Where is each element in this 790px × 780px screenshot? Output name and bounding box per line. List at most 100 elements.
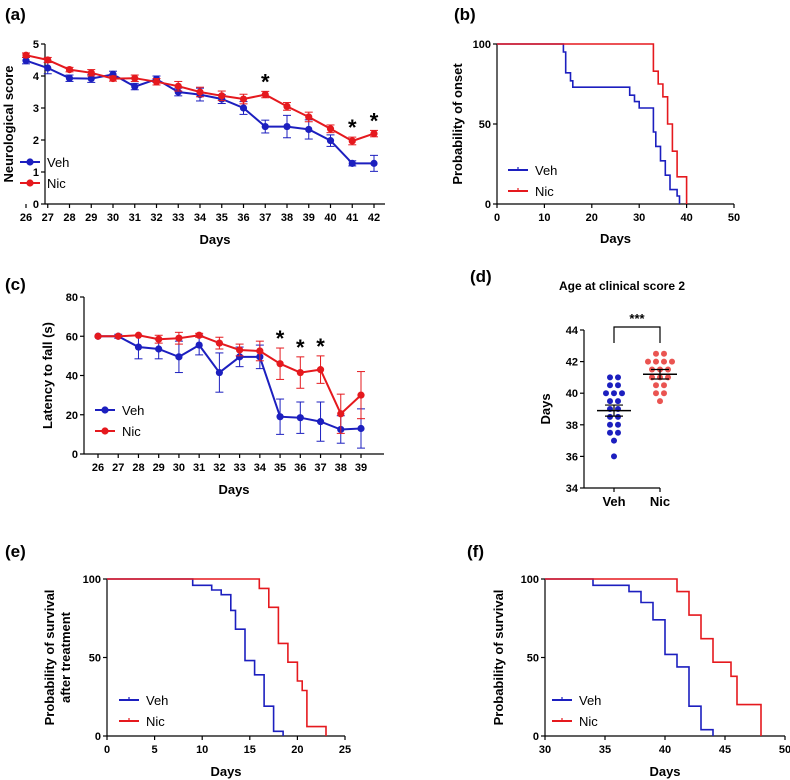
x-tick-label: 28 (63, 212, 75, 224)
data-point (195, 341, 203, 349)
data-point (239, 95, 248, 103)
data-point (653, 382, 659, 389)
panel-label: (f) (467, 542, 484, 561)
x-tick-label: 39 (355, 462, 367, 474)
x-tick-label: 36 (237, 212, 249, 224)
x-tick-label: 20 (291, 744, 303, 756)
y-tick-label: 0 (485, 199, 491, 211)
x-tick-label: 42 (368, 212, 380, 224)
series-veh (545, 578, 714, 736)
x-tick-label: 34 (254, 462, 267, 474)
data-point (615, 374, 621, 381)
series-line (107, 578, 327, 736)
x-tick-label: 30 (173, 462, 185, 474)
data-point (326, 125, 335, 133)
x-tick-label: 0 (104, 744, 110, 756)
data-point (131, 82, 139, 91)
legend-label: Veh (535, 163, 557, 178)
x-axis-title: Days (199, 232, 230, 247)
x-tick-label: 40 (324, 212, 336, 224)
y-tick-label: 50 (479, 119, 491, 131)
data-point (615, 413, 621, 420)
x-tick-label: 20 (586, 212, 598, 224)
data-point (65, 74, 74, 82)
data-point (296, 368, 304, 377)
legend-label: Nic (122, 424, 141, 439)
data-point (657, 398, 663, 405)
data-point (283, 122, 291, 131)
panel-f: (f) 0 50 100 30 35 40 45 50 Days Probability of su… (467, 542, 790, 779)
panel-label: (a) (5, 5, 26, 24)
significance-star: * (261, 69, 270, 94)
panel-label: (d) (470, 267, 492, 286)
y-tick-label: 44 (566, 325, 579, 337)
data-point (155, 335, 163, 343)
legend-label: Nic (535, 184, 554, 199)
data-point (357, 391, 365, 399)
x-axis-title: Days (218, 482, 249, 497)
y-axis-title-line: Probability of survival (42, 590, 57, 726)
x-tick-label: 37 (259, 212, 271, 224)
y-axis-title: Probability of survival (491, 590, 506, 726)
y-axis-title: Latency to fall (s) (40, 322, 55, 429)
legend-label: Veh (579, 693, 601, 708)
data-point (195, 331, 203, 339)
data-point (607, 429, 613, 436)
x-tick-label: 29 (153, 462, 165, 474)
data-point (261, 90, 269, 99)
y-tick-label: 0 (72, 449, 78, 461)
data-point (653, 390, 659, 397)
x-tick-label: 35 (274, 462, 286, 474)
data-point (607, 382, 613, 389)
series-veh (107, 578, 284, 736)
data-point (215, 368, 223, 377)
legend-label: Nic (146, 714, 165, 729)
series-line (545, 578, 714, 736)
y-tick-label: 34 (566, 483, 579, 495)
data-point (94, 332, 102, 340)
y-axis-title: Neurological score (1, 65, 16, 182)
data-point (283, 102, 291, 110)
data-point (296, 414, 304, 422)
x-tick-label: 33 (172, 212, 184, 224)
significance-bracket (613, 326, 661, 343)
data-point (607, 374, 613, 381)
x-tick-label: 34 (194, 212, 207, 224)
panel-c: (c) 0 20 40 60 80 26 27 28 29 30 31 32 33 34 35 36 37 38 39… (5, 275, 384, 497)
data-point (305, 125, 313, 134)
data-point (175, 334, 183, 342)
data-point (134, 331, 143, 339)
x-tick-label: 10 (538, 212, 550, 224)
data-point (653, 358, 659, 365)
x-axis-title: Days (649, 764, 680, 779)
data-point (370, 130, 378, 138)
significance-star: * (276, 326, 285, 351)
y-tick-label: 1 (33, 167, 39, 179)
y-tick-label: 20 (66, 410, 78, 422)
legend-marker (26, 158, 34, 166)
data-point (357, 424, 365, 433)
x-tick-label: 41 (346, 212, 358, 224)
data-point (175, 353, 183, 361)
data-point (155, 345, 163, 353)
x-tick-label: 37 (314, 462, 326, 474)
data-point (261, 122, 269, 131)
chart-title: Age at clinical score 2 (559, 279, 685, 293)
x-tick-label: 50 (779, 744, 790, 756)
series-nic (94, 331, 365, 434)
x-tick-label: 10 (196, 744, 208, 756)
significance-star: * (296, 335, 305, 360)
significance-star: * (348, 115, 357, 140)
x-tick-label: Nic (650, 494, 670, 509)
x-tick-label: Veh (602, 494, 625, 509)
data-point (65, 66, 74, 74)
legend-label: Nic (47, 176, 66, 191)
data-point (218, 92, 226, 100)
y-tick-label: 2 (33, 135, 39, 147)
data-point (661, 382, 667, 389)
data-point (615, 382, 621, 389)
x-axis-title: Days (210, 764, 241, 779)
series-nic (497, 43, 688, 204)
x-tick-label: 32 (150, 212, 162, 224)
data-point (607, 421, 613, 428)
